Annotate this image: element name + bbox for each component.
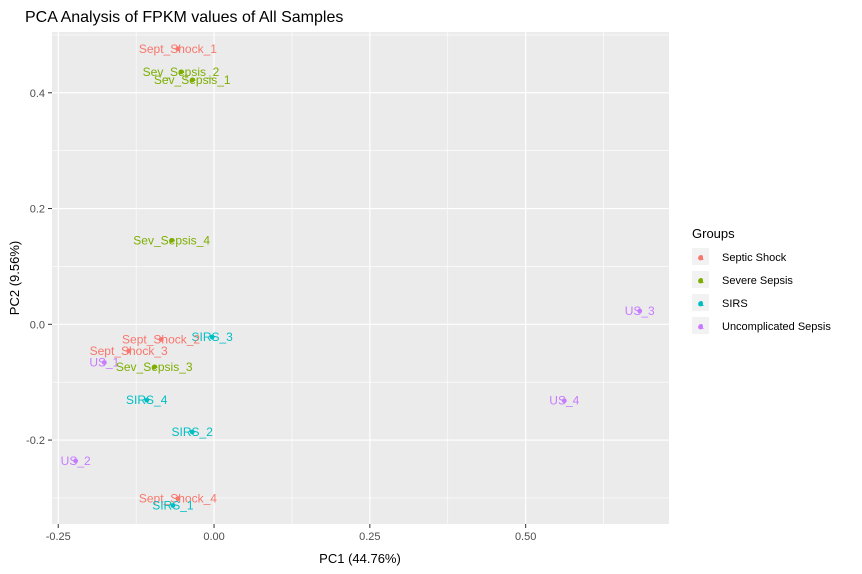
major-gridlines — [52, 32, 669, 524]
minor-gridlines — [52, 32, 669, 524]
y-axis-title: PC2 (9.56%) — [7, 241, 22, 315]
data-point — [144, 397, 150, 403]
legend-items: a Septic Shock a Severe Sepsis a SIRS a Uncompl… — [692, 248, 831, 334]
data-point — [209, 334, 215, 340]
legend-label: Uncomplicated Sepsis — [722, 321, 831, 333]
x-tick-label: -0.25 — [46, 531, 71, 543]
data-point-label: Sept_Shock_2 — [122, 332, 200, 346]
legend-key-point — [698, 255, 703, 261]
data-point — [126, 348, 132, 354]
legend-label: Severe Sepsis — [722, 275, 793, 287]
legend-key-letter: a — [698, 275, 704, 285]
legend-key-point — [698, 278, 703, 284]
data-point-label: SIRS_2 — [172, 425, 214, 439]
data-point — [169, 237, 175, 243]
data-point-label: SIRS_1 — [152, 498, 194, 512]
x-tick-label: 0.25 — [359, 531, 380, 543]
data-points — [73, 46, 643, 508]
data-point-label: Sev_Sepsis_2 — [143, 65, 220, 79]
data-point-label: US_3 — [625, 304, 655, 318]
y-tick-label: 0.0 — [30, 319, 45, 331]
legend-key-letter: a — [698, 298, 704, 308]
x-tick-label: 0.00 — [203, 531, 224, 543]
legend-key-point — [698, 324, 703, 330]
data-point-label: Sev_Sepsis_1 — [154, 73, 231, 87]
data-point — [158, 336, 164, 342]
legend-label: Septic Shock — [722, 252, 787, 264]
data-point-label: US_4 — [549, 394, 579, 408]
legend-key-point — [698, 301, 703, 307]
data-point — [175, 496, 181, 501]
y-tick-label: -0.2 — [26, 435, 45, 447]
y-tick-label: 0.4 — [30, 88, 45, 100]
data-point-label: US_2 — [61, 454, 91, 468]
data-point-label: Sev_Sepsis_3 — [116, 360, 193, 374]
data-point-label: SIRS_4 — [126, 393, 168, 407]
chart-title: PCA Analysis of FPKM values of All Sampl… — [25, 9, 343, 26]
data-point-label: Sept_Shock_1 — [139, 42, 217, 56]
data-point — [170, 503, 176, 508]
data-point-label: Sev_Sepsis_4 — [133, 233, 210, 247]
data-point — [178, 69, 184, 75]
data-point — [637, 308, 643, 314]
data-point-label: US_1 — [89, 356, 119, 370]
legend-title: Groups — [692, 226, 735, 241]
y-axis-ticks: -0.2 0.0 0.2 0.4 — [26, 88, 52, 447]
legend-key-letter: a — [698, 252, 704, 262]
data-point-label: Sept_Shock_4 — [139, 492, 217, 506]
data-point — [151, 364, 157, 370]
data-point-label: Sept_Shock_3 — [90, 344, 168, 358]
data-point — [189, 429, 195, 435]
x-axis-title: PC1 (44.76%) — [319, 551, 401, 566]
data-point — [189, 77, 195, 83]
plot-panel — [52, 32, 669, 524]
data-point — [175, 46, 181, 52]
data-point — [561, 398, 567, 404]
data-point — [101, 360, 107, 365]
data-point-label: SIRS_3 — [191, 330, 233, 344]
y-tick-label: 0.2 — [30, 204, 45, 216]
legend-key-letter: a — [698, 321, 704, 331]
data-point — [73, 458, 79, 464]
x-axis-ticks: -0.25 0.00 0.25 0.50 — [46, 524, 536, 543]
legend-label: SIRS — [722, 298, 748, 310]
x-tick-label: 0.50 — [515, 531, 536, 543]
